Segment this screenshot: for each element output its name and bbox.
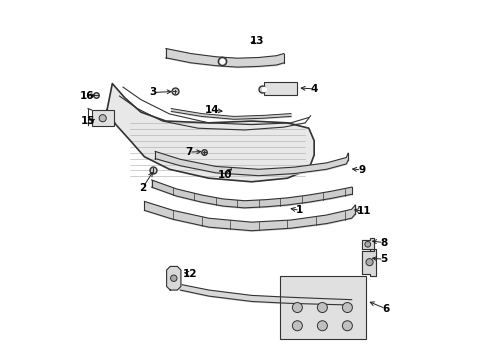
Text: 9: 9 [357,165,365,175]
Polygon shape [362,249,375,276]
Text: 3: 3 [149,87,157,98]
Polygon shape [107,84,313,182]
Circle shape [342,302,352,312]
Circle shape [365,258,372,266]
Bar [280,276,365,339]
Polygon shape [362,238,373,251]
Text: 13: 13 [249,36,264,46]
Polygon shape [166,266,181,290]
Text: 12: 12 [183,269,197,279]
Bar [264,82,296,95]
Text: 5: 5 [379,254,386,264]
Text: 1: 1 [296,205,303,215]
Text: 6: 6 [381,303,388,314]
Bar [91,110,114,126]
Circle shape [99,114,106,122]
Text: 8: 8 [379,238,386,248]
Text: 11: 11 [356,206,371,216]
Text: 4: 4 [310,84,317,94]
Circle shape [170,275,177,282]
Circle shape [292,302,302,312]
Circle shape [364,242,370,247]
Text: 16: 16 [79,91,94,101]
Circle shape [317,321,326,331]
Text: 7: 7 [185,147,192,157]
Text: 14: 14 [204,105,219,115]
Text: 2: 2 [139,183,146,193]
Text: 15: 15 [81,116,95,126]
Circle shape [317,302,326,312]
Text: 10: 10 [217,170,232,180]
Circle shape [292,321,302,331]
Circle shape [342,321,352,331]
